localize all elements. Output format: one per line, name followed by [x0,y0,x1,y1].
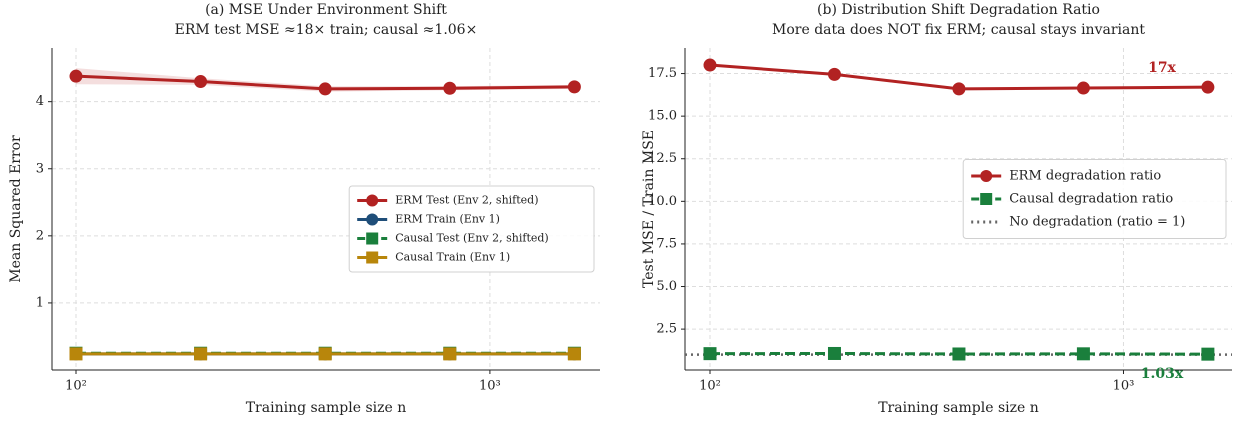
legend-marker [366,251,379,264]
legend-marker [366,194,379,207]
legend-marker [366,232,379,245]
marker [1201,80,1215,94]
x-axis-label: Training sample size n [246,400,407,416]
y-tick-label: 7.5 [656,236,677,251]
y-tick-label: 2.5 [656,322,677,337]
y-tick-label: 4 [36,94,44,109]
annotation: 1.03x [1141,366,1184,382]
marker [443,81,457,95]
annotation: 17x [1148,60,1176,76]
marker [952,347,966,361]
legend-label: Causal Test (Env 2, shifted) [395,232,549,245]
y-tick-label: 2 [36,228,44,243]
legend-box [962,159,1227,239]
y-tick-label: 12.5 [648,151,677,166]
marker [69,69,83,83]
marker [1076,81,1090,95]
marker [827,67,841,81]
marker [194,75,208,89]
marker [1076,347,1090,361]
marker [827,346,841,360]
legend-label: Causal degradation ratio [1009,192,1173,207]
legend-label: ERM Test (Env 2, shifted) [395,194,538,207]
marker [567,80,581,94]
legend-marker [366,213,379,226]
marker [194,347,208,361]
marker [703,347,717,361]
marker [69,347,83,361]
y-axis-label: Test MSE / Train MSE [641,130,657,288]
marker [952,82,966,96]
legend-label: Causal Train (Env 1) [395,251,510,264]
legend-marker [980,170,993,182]
marker [703,58,717,72]
y-tick-label: 5.0 [656,279,677,294]
marker [318,82,332,96]
y-tick-label: 3 [36,161,44,176]
chart-title: (a) MSE Under Environment Shift [205,2,447,18]
legend-label: ERM degradation ratio [1009,169,1161,184]
marker [1201,347,1215,361]
chart-subtitle: More data does NOT fix ERM; causal stays… [772,22,1145,38]
x-tick-label: 10² [65,379,87,394]
y-tick-label: 15.0 [648,109,677,124]
legend-label: ERM Train (Env 1) [395,213,500,226]
marker [318,347,332,361]
y-tick-label: 17.5 [648,66,677,81]
x-tick-label: 10² [699,379,721,394]
legend-box [348,185,595,273]
legend-label: No degradation (ratio = 1) [1009,215,1185,230]
x-axis-label: Training sample size n [878,400,1039,416]
x-tick-label: 10³ [479,379,501,394]
y-axis-label: Mean Squared Error [8,135,24,283]
marker [567,347,581,361]
y-tick-label: 10.0 [648,194,677,209]
y-tick-label: 1 [36,295,44,310]
x-tick-label: 10³ [1113,379,1135,394]
legend-marker [980,193,993,205]
chart-subtitle: ERM test MSE ≈18× train; causal ≈1.06× [175,22,478,38]
chart-title: (b) Distribution Shift Degradation Ratio [817,2,1100,18]
marker [443,347,457,361]
